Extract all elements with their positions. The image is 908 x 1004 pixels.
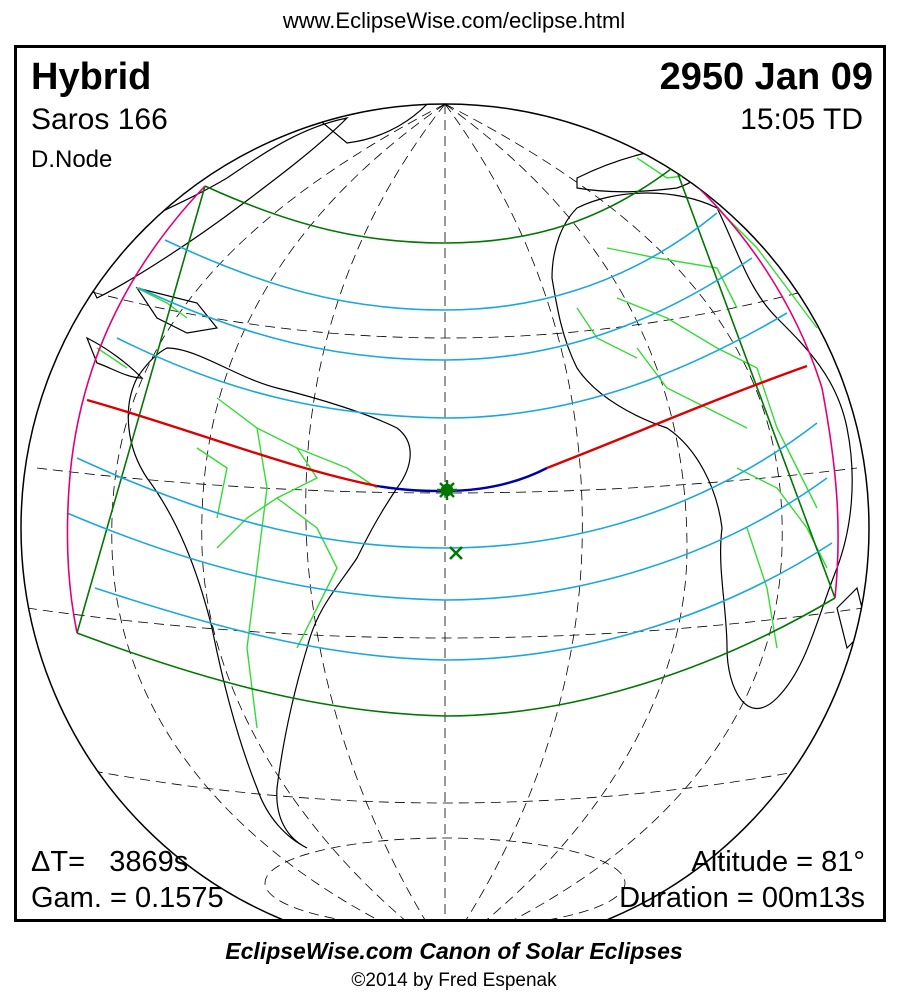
globe-map: [20, 103, 870, 919]
map-frame: Hybrid 2950 Jan 09 Saros 166 15:05 TD D.…: [14, 45, 886, 922]
sunrise-sunset-curves: [66, 165, 839, 634]
delta-t: ΔT= 3869s: [31, 846, 189, 878]
northern-penumbral-limit: [204, 165, 676, 244]
site-url: www.EclipseWise.com/eclipse.html: [282, 8, 626, 33]
copyright: ©2014 by Fred Espenak: [351, 970, 557, 991]
eclipse-type: Hybrid: [31, 56, 152, 98]
coast-central-america: [85, 336, 144, 379]
eastern-set-limit: [674, 165, 836, 599]
greatest-eclipse-marker: [437, 480, 457, 500]
duration-value: Duration = 00m13s: [619, 882, 865, 914]
coastlines: [76, 104, 868, 849]
canon-title: EclipseWise.com Canon of Solar Eclipses: [225, 938, 683, 964]
gamma-value: Gam. = 0.1575: [31, 882, 224, 914]
coast-greenland: [315, 104, 439, 144]
coast-north-america: [76, 117, 349, 299]
node-label: D.Node: [31, 146, 113, 173]
coast-africa: [551, 192, 853, 710]
central-path-annular-west: [86, 398, 378, 488]
subsolar-point-marker: [449, 546, 463, 560]
graticule-meridians: [111, 104, 783, 919]
southern-penumbral-limit: [76, 597, 836, 717]
saros-number: Saros 166: [31, 103, 168, 136]
country-borders: [96, 157, 828, 729]
central-path-annular-east: [546, 364, 808, 470]
eclipse-time: 15:05 TD: [740, 103, 863, 136]
eclipse-date: 2950 Jan 09: [659, 56, 873, 98]
penumbral-limits: [76, 165, 836, 717]
graticule-parallels: [26, 287, 864, 919]
partial-eclipse-curves: [66, 212, 833, 661]
western-rise-limit: [76, 185, 206, 634]
altitude-value: Altitude = 81°: [691, 846, 865, 878]
